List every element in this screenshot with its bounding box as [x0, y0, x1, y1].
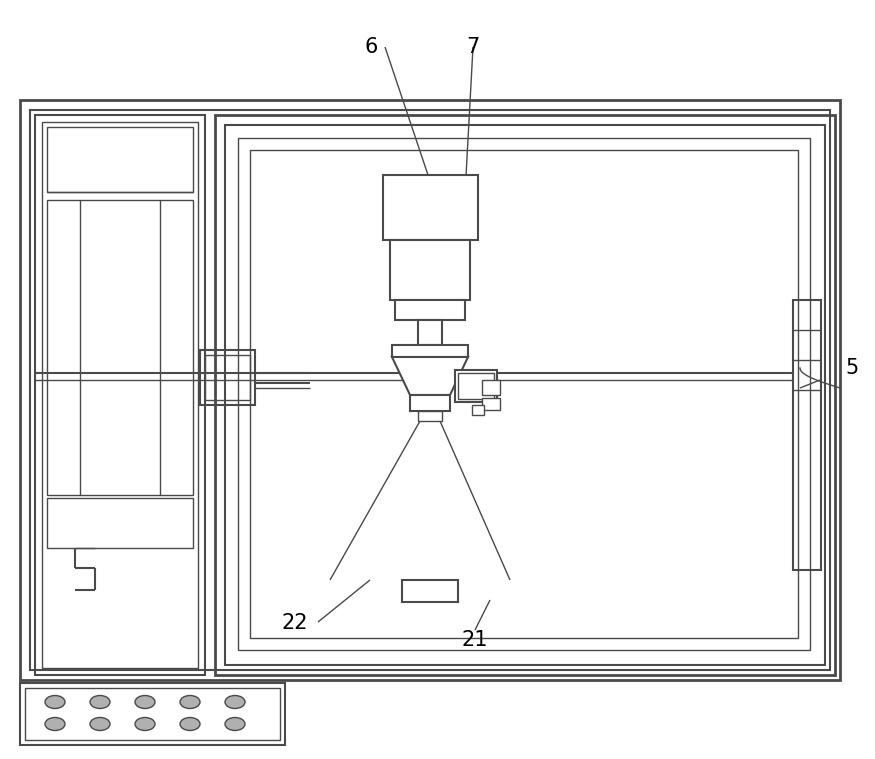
- Bar: [482, 398, 500, 410]
- Text: 22: 22: [282, 613, 308, 633]
- Bar: [793, 300, 821, 570]
- Bar: [25, 688, 280, 740]
- Text: 7: 7: [466, 37, 480, 57]
- Bar: [390, 240, 470, 300]
- Bar: [455, 370, 497, 402]
- Ellipse shape: [90, 717, 110, 730]
- Bar: [238, 138, 810, 650]
- Text: 6: 6: [364, 37, 378, 57]
- Bar: [472, 405, 484, 415]
- Bar: [418, 411, 442, 421]
- Bar: [200, 350, 255, 405]
- Bar: [250, 150, 798, 638]
- Bar: [383, 175, 478, 240]
- Ellipse shape: [45, 695, 65, 708]
- Bar: [20, 100, 840, 680]
- Bar: [42, 122, 198, 668]
- Bar: [215, 115, 835, 675]
- Bar: [392, 345, 468, 357]
- Ellipse shape: [45, 717, 65, 730]
- Ellipse shape: [135, 695, 155, 708]
- Bar: [20, 683, 285, 745]
- Bar: [395, 300, 465, 320]
- Bar: [410, 395, 450, 411]
- Bar: [47, 127, 193, 192]
- Ellipse shape: [180, 717, 200, 730]
- Ellipse shape: [180, 695, 200, 708]
- Ellipse shape: [135, 717, 155, 730]
- Ellipse shape: [225, 695, 245, 708]
- Text: 5: 5: [845, 358, 858, 378]
- Bar: [30, 110, 830, 670]
- Bar: [402, 580, 458, 602]
- Bar: [225, 125, 825, 665]
- Bar: [47, 498, 193, 548]
- Text: 21: 21: [462, 630, 488, 650]
- Bar: [418, 320, 442, 345]
- Bar: [482, 380, 500, 395]
- Bar: [458, 373, 494, 399]
- Ellipse shape: [90, 695, 110, 708]
- Bar: [205, 355, 250, 400]
- Bar: [47, 200, 193, 495]
- Polygon shape: [392, 357, 468, 395]
- Bar: [35, 115, 205, 675]
- Ellipse shape: [225, 717, 245, 730]
